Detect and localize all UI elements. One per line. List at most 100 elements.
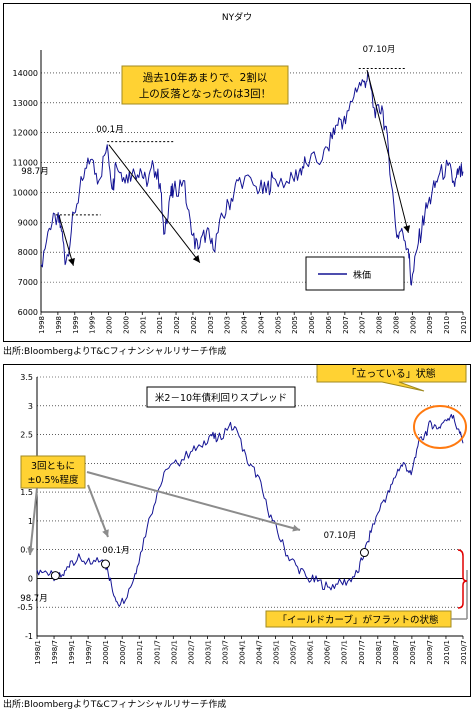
x-tick-label: 2009 — [409, 316, 417, 334]
grey-arrow-98-head — [27, 547, 35, 555]
y-tick-label: 0 — [28, 574, 33, 583]
x-tick-label: 2007 — [342, 316, 350, 334]
decline-arrow-00 — [108, 144, 201, 263]
x-tick-label: 2009/7 — [426, 640, 434, 665]
label-98-7: 98.7月 — [21, 167, 48, 177]
decline-arrow-07 — [366, 69, 409, 233]
title-box — [146, 386, 296, 408]
x-tick-label: 2010/1 — [443, 640, 451, 665]
grey-arrow-00-head — [102, 529, 109, 537]
x-tick-label: 2003 — [207, 316, 215, 334]
y-tick-label: -1 — [25, 632, 33, 641]
x-tick-label: 2001 — [139, 316, 147, 334]
y-tick-label: 9000 — [18, 218, 38, 227]
callout-left-box — [20, 455, 86, 489]
x-tick-label: 1999/1 — [68, 640, 76, 665]
annotation-line-2: 上の反落となったのは3回！ — [139, 88, 271, 100]
callout-left-line-1: 3回ともに — [31, 461, 75, 472]
x-tick-label: 2005/1 — [273, 640, 281, 665]
decline-arrow-98-head — [68, 258, 75, 266]
x-tick-label: 2010 — [460, 316, 468, 334]
x-tick-label: 2003 — [224, 316, 232, 334]
x-tick-label: 2005 — [274, 316, 282, 334]
y-tick-label: -0.5 — [17, 603, 33, 612]
dow-chart-panel: NYダウ 6000 7000 8000 9000 10000 11000 12000 13000… — [3, 3, 471, 342]
x-tick-label: 2005 — [291, 316, 299, 334]
spread-chart: -1-0.500.511.522.533.51998/11998/71999/1… — [17, 353, 468, 665]
x-tick-label: 1998/7 — [51, 640, 59, 665]
marker-07-10 — [359, 548, 369, 558]
chart-title: 米2－10年債利回りスプレッド — [155, 392, 287, 404]
y-tick-label: 6000 — [18, 308, 38, 317]
y-tick-label: 11000 — [13, 159, 38, 168]
callout-left-line-2: ±0.5%程度 — [27, 474, 79, 486]
x-tick-label: 2004 — [257, 315, 265, 333]
marker-98-7 — [50, 571, 60, 581]
y-tick-label: 12000 — [13, 129, 38, 138]
grey-arrow-07-head — [292, 524, 300, 532]
x-tick-label: 1998 — [38, 316, 46, 334]
x-tick-label: 2010 — [443, 316, 451, 334]
annotation-box — [121, 65, 289, 105]
label-07-10: 07.10月 — [363, 45, 396, 55]
spread-series-line — [36, 413, 464, 607]
y-tick-label: 10000 — [13, 188, 38, 197]
x-tick-label: 1998 — [55, 316, 63, 334]
x-tick-label: 2006 — [308, 315, 316, 333]
x-tick-label: 1999 — [72, 316, 80, 334]
x-tick-label: 2004/7 — [256, 640, 264, 665]
grey-arrow-07 — [86, 471, 301, 531]
source-note-bottom: 出所:BloombergよりT&Cフィナンシャルリサーチ作成 — [3, 700, 227, 710]
x-tick-label: 2006/1 — [307, 640, 315, 665]
x-tick-label: 2008/1 — [375, 640, 383, 665]
x-tick-label: 2003/1 — [204, 640, 212, 665]
y-tick-label: 2.5 — [20, 431, 33, 440]
callout-bottom-text: 「イールドカーブ」がフラットの状態 — [278, 614, 439, 626]
legend-label: 株価 — [353, 269, 371, 281]
x-tick-label: 2003/7 — [221, 640, 229, 665]
x-tick-label: 2008 — [376, 316, 384, 334]
decline-arrow-98 — [58, 216, 74, 266]
label-00-1: 00.1月 — [96, 125, 123, 135]
source-note-top: 出所:BloombergよりT&Cフィナンシャルリサーチ作成 — [3, 347, 227, 357]
x-tick-label: 2000 — [122, 316, 130, 334]
x-tick-label: 2000 — [106, 316, 114, 334]
x-tick-label: 2007/1 — [341, 640, 349, 665]
x-tick-label: 2000/7 — [119, 640, 127, 665]
chart-title: NYダウ — [222, 11, 252, 23]
grey-arrow-00 — [87, 484, 109, 538]
marker-00-1 — [100, 559, 110, 569]
highlight-ring — [413, 405, 467, 449]
grey-arrow-98 — [29, 487, 38, 556]
x-tick-label: 1998/1 — [34, 640, 42, 665]
y-tick-label: 0.5 — [20, 546, 33, 555]
label-07-10: 07.10月 — [324, 531, 357, 541]
y-tick-label: 1.5 — [20, 488, 33, 497]
x-tick-label: 2010/7 — [460, 640, 468, 665]
dow-series-line — [40, 71, 464, 286]
spread-chart-panel: -1-0.500.511.522.533.51998/11998/71999/1… — [3, 353, 471, 697]
x-tick-label: 2006/7 — [324, 640, 332, 665]
annotation-line-1: 過去10年あまりで、2割以 — [143, 71, 268, 84]
x-tick-label: 2000/1 — [102, 640, 110, 665]
x-tick-label: 2008/7 — [392, 640, 400, 665]
label-98-7: 98.7月 — [20, 594, 47, 604]
x-tick-label: 2006 — [325, 315, 333, 333]
callout-top-line-2: 「立っている」状態 — [346, 367, 436, 380]
y-tick-label: 3 — [28, 402, 33, 411]
x-tick-label: 1999 — [89, 316, 97, 334]
y-tick-label: 1 — [28, 517, 33, 526]
y-tick-label: 13000 — [13, 99, 38, 108]
decline-arrow-00-head — [192, 255, 200, 263]
red-bracket — [457, 549, 468, 609]
dow-chart: NYダウ 6000 7000 8000 9000 10000 11000 12000 13000… — [13, 11, 468, 334]
x-tick-label: 2007/7 — [358, 640, 366, 665]
x-tick-label: 2007 — [359, 316, 367, 334]
y-tick-label: 14000 — [13, 69, 38, 78]
x-tick-label: 2004 — [241, 315, 249, 333]
decline-arrow-07-head — [403, 225, 411, 233]
x-tick-label: 1999/7 — [85, 640, 93, 665]
y-tick-label: 7000 — [18, 278, 38, 287]
x-tick-label: 2005/7 — [290, 640, 298, 665]
x-tick-label: 2002 — [173, 316, 181, 334]
